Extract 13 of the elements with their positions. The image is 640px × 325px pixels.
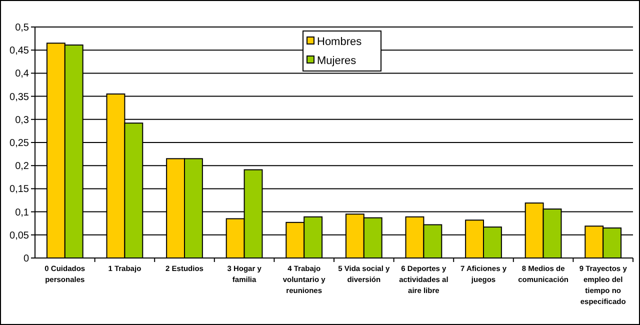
y-tick-label: 0,35 bbox=[10, 92, 30, 103]
y-tick-label: 0,15 bbox=[10, 184, 30, 196]
legend-label: Mujeres bbox=[317, 54, 357, 67]
y-tick-label: 0,05 bbox=[10, 230, 30, 242]
y-tick-label: 0,3 bbox=[15, 114, 30, 126]
y-tick-label: 0,4 bbox=[15, 68, 30, 80]
y-tick-label: 0,5 bbox=[15, 22, 30, 34]
y-tick-label: 0,25 bbox=[10, 138, 30, 149]
y-tick-label: 0,1 bbox=[15, 207, 30, 218]
legend-label: Hombres bbox=[317, 36, 362, 48]
y-tick-label: 0,45 bbox=[10, 46, 30, 57]
y-tick-label: 0,2 bbox=[15, 161, 30, 172]
y-tick-label: 0 bbox=[23, 254, 30, 264]
